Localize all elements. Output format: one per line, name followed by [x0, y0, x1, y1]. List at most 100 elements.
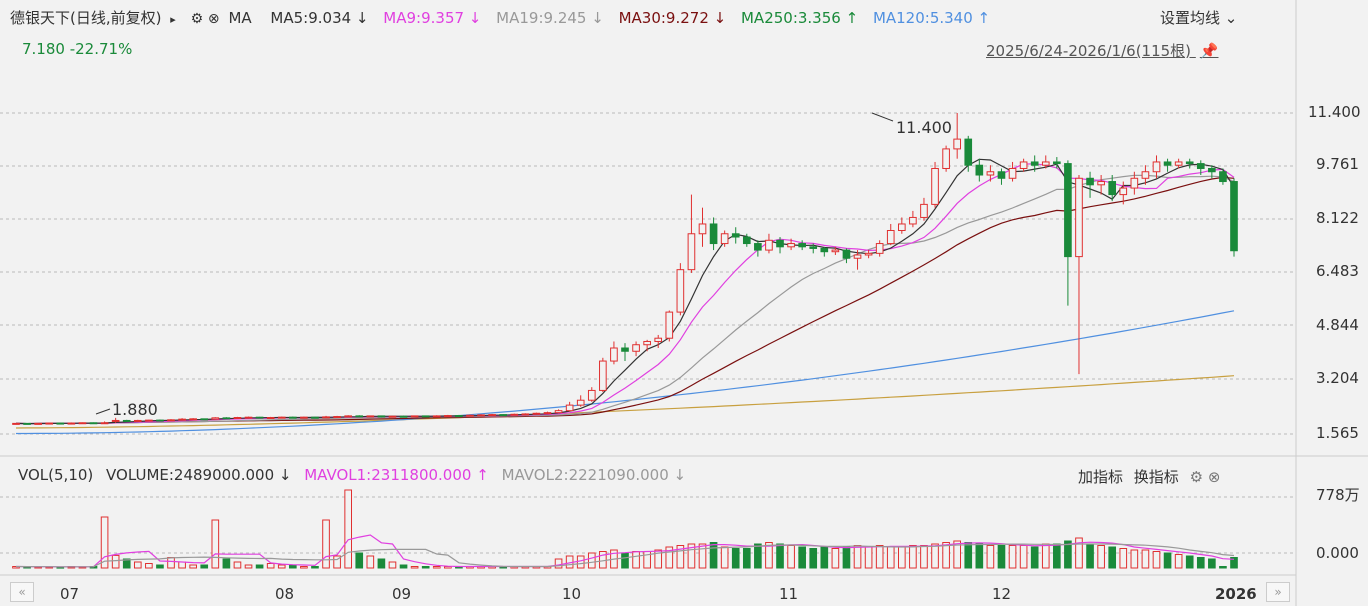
volume-bar	[410, 566, 419, 569]
gear-icon[interactable]: ⚙	[1189, 468, 1204, 486]
volume-bar	[1053, 543, 1061, 569]
volume-bar	[621, 552, 629, 569]
add-indicator-button[interactable]: 加指标	[1078, 468, 1124, 486]
close-icon[interactable]: ⊗	[207, 11, 220, 27]
mavol2-value: MAVOL2:2221090.000 ↓	[501, 466, 687, 484]
ma250-line	[15, 375, 1235, 429]
candle	[610, 347, 618, 362]
volume-bar	[909, 545, 917, 569]
month-label: 07	[60, 585, 80, 603]
mavol1-line	[15, 534, 1235, 568]
candle	[720, 233, 729, 245]
volume-bar	[997, 545, 1006, 569]
candle	[543, 412, 552, 415]
stock-name[interactable]: 德银天下(日线,前复权)	[10, 9, 162, 27]
ma5-value: MA5:9.034 ↓	[270, 9, 369, 27]
volume-bar	[654, 549, 663, 569]
candle	[89, 422, 98, 425]
high-pointer	[871, 112, 894, 122]
volume-bar	[377, 558, 386, 569]
ma120-line	[16, 310, 1235, 435]
price-axis-label: 11.400	[1308, 103, 1361, 121]
candle	[355, 415, 364, 418]
volume-bar	[1152, 551, 1161, 569]
candle	[1075, 177, 1083, 258]
price-axis-label: 4.844	[1316, 316, 1359, 334]
close-icon[interactable]: ⊗	[1207, 468, 1221, 486]
volume-bar	[355, 552, 364, 569]
volume-bar	[255, 564, 264, 569]
low-annotation: 1.880	[112, 400, 158, 419]
candle	[997, 171, 1006, 179]
candle	[665, 311, 674, 339]
candle	[178, 418, 186, 421]
candle	[333, 416, 341, 419]
candle	[897, 223, 906, 231]
candle	[1230, 181, 1238, 252]
volume-bar	[266, 563, 275, 569]
candle	[864, 252, 873, 256]
mavol2-line	[15, 543, 1235, 568]
candle	[444, 415, 452, 418]
date-range[interactable]: 2025/6/24-2026/1/6(115根) 📌	[986, 40, 1219, 61]
candle	[255, 416, 264, 419]
month-label: 08	[275, 585, 295, 603]
volume-bar	[731, 548, 740, 569]
volume-bar	[1019, 545, 1028, 569]
gear-icon[interactable]: ⚙	[190, 11, 204, 27]
candle	[1208, 167, 1216, 173]
candle	[45, 422, 54, 425]
current-price: 7.180 -22.71%	[22, 40, 133, 58]
candle	[266, 417, 275, 420]
candle	[322, 416, 330, 419]
volume-bar	[886, 546, 895, 569]
switch-indicator-button[interactable]: 换指标	[1133, 468, 1179, 486]
candle	[942, 148, 950, 169]
volume-bar	[842, 546, 851, 569]
candle	[421, 415, 430, 418]
volume-bar	[322, 519, 330, 569]
ma19-line	[15, 174, 1235, 425]
volume-bar	[1097, 545, 1105, 569]
volume-bar	[421, 566, 430, 569]
price-axis-label: 9.761	[1316, 155, 1359, 173]
month-label: 11	[779, 585, 799, 603]
candle	[366, 415, 375, 418]
volume-bar	[765, 542, 773, 569]
candle	[698, 223, 707, 235]
ma30-value: MA30:9.272 ↓	[618, 9, 727, 27]
candle	[1008, 167, 1017, 179]
volume-value: VOLUME:2489000.000 ↓	[106, 466, 292, 484]
candle	[975, 164, 984, 176]
ma-settings-button[interactable]: 设置均线 ⌄	[1160, 9, 1238, 27]
volume-bar	[953, 540, 962, 569]
pin-icon[interactable]: 📌	[1199, 42, 1219, 60]
scroll-left-button[interactable]: «	[10, 582, 34, 602]
scroll-right-button[interactable]: »	[1266, 582, 1290, 602]
candle	[599, 360, 607, 391]
candle	[1174, 161, 1183, 166]
candle	[12, 422, 20, 425]
candle	[1041, 161, 1050, 166]
dropdown-arrow-icon[interactable]: ▸	[170, 13, 176, 26]
candle	[67, 422, 76, 425]
candle	[920, 203, 928, 218]
candle	[510, 413, 519, 416]
candle	[798, 243, 806, 248]
volume-bar	[1030, 546, 1039, 569]
volume-bar	[809, 548, 818, 569]
candle	[964, 138, 973, 166]
candle	[1163, 161, 1172, 166]
month-label: 09	[392, 585, 412, 603]
candle	[122, 419, 131, 422]
price-axis-label: 1.565	[1316, 424, 1359, 442]
volume-bar	[333, 555, 341, 569]
volume-bar	[920, 545, 928, 569]
candle	[1141, 171, 1150, 179]
candle	[654, 337, 663, 342]
volume-bar	[288, 564, 297, 569]
candle	[244, 416, 253, 419]
ma30-line	[15, 176, 1235, 425]
ma5-line	[15, 158, 1235, 425]
